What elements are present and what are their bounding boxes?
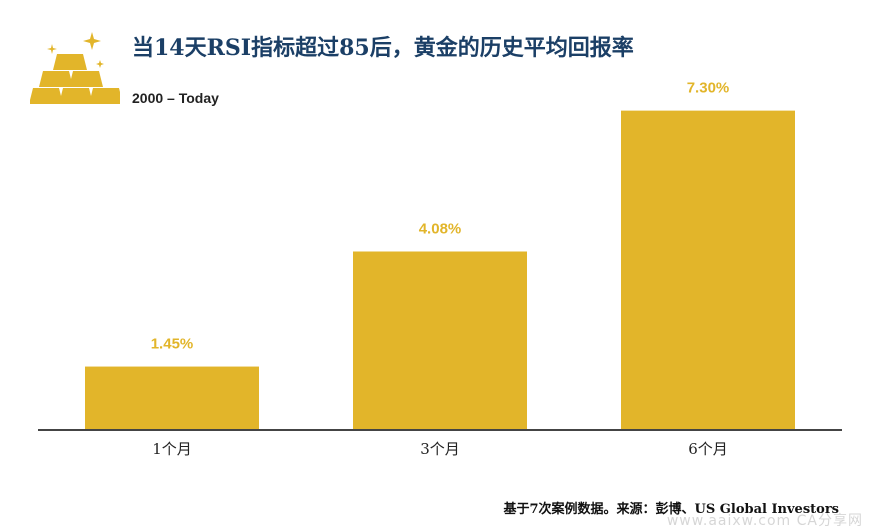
bar-3	[621, 110, 795, 430]
x-tick-label-2: 3个月	[420, 440, 460, 458]
x-tick-label-1: 1个月	[152, 440, 192, 458]
data-label-3: 7.30%	[687, 80, 730, 97]
chart-title: 当14天RSI指标超过85后，黄金的历史平均回报率	[132, 35, 634, 61]
data-label-2: 4.08%	[419, 221, 462, 238]
chart-subtitle: 2000 – Today	[132, 90, 219, 106]
source-note: 基于7次案例数据。来源：彭博、US Global Investors	[503, 502, 839, 517]
bar-2	[353, 251, 527, 430]
data-label-1: 1.45%	[151, 336, 194, 353]
x-tick-label-3: 6个月	[688, 440, 728, 458]
watermark: www.aaixw.com CA分享网	[666, 513, 863, 529]
gold-bars-icon	[29, 30, 123, 109]
bar-1	[85, 366, 259, 430]
